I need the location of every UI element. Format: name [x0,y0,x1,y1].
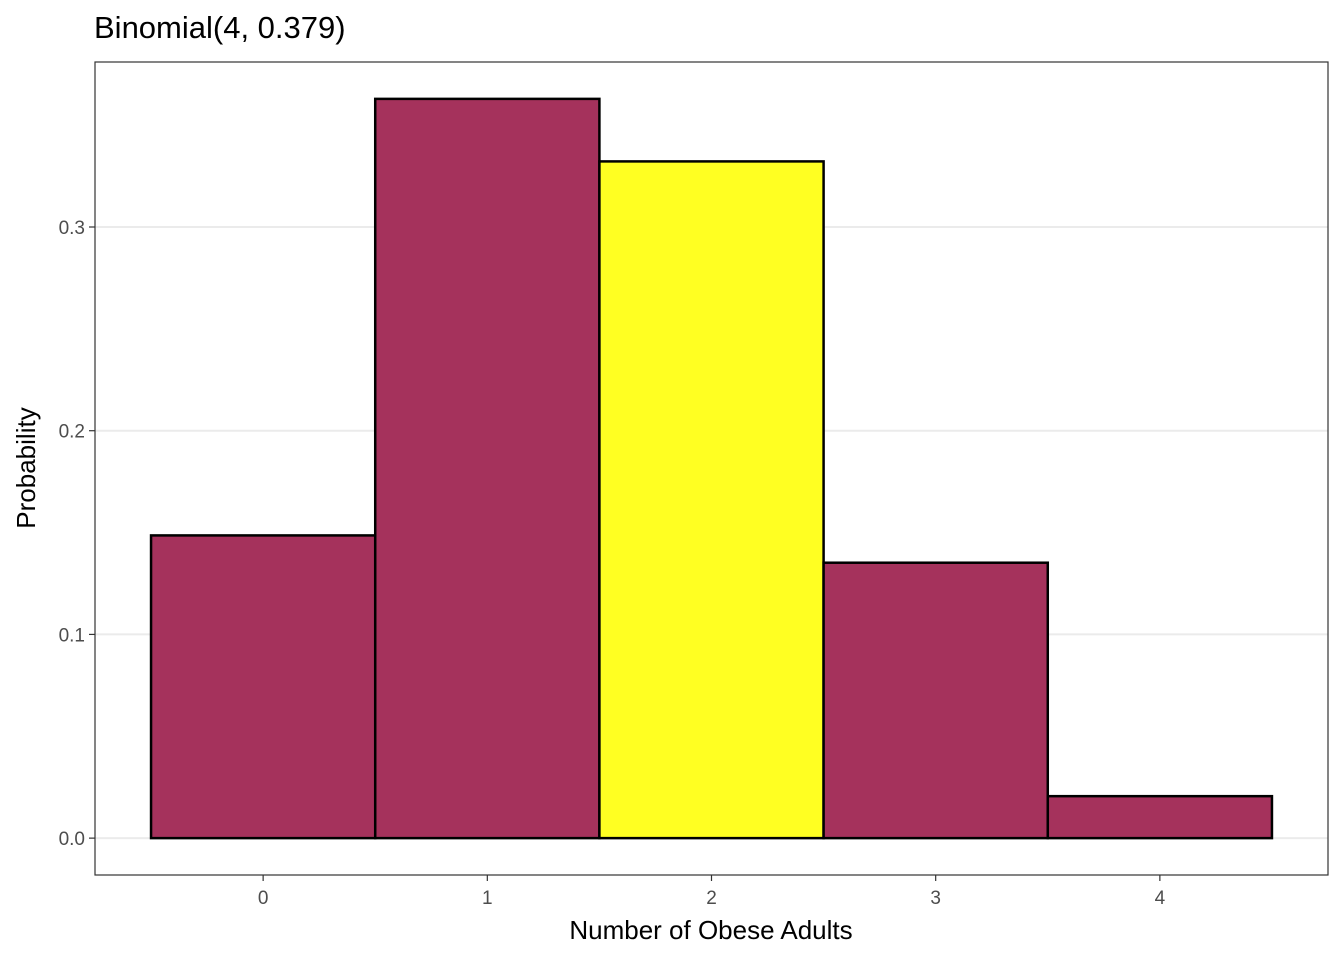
bar-layer [149,97,1274,840]
y-tick-label: 0.1 [59,625,85,646]
y-tick-label: 0.3 [59,218,85,239]
x-tick-label: 0 [258,888,269,909]
y-axis: 0.0 0.1 0.2 0.3 [59,218,95,850]
chart-title: Binomial(4, 0.379) [94,10,346,45]
y-tick-label: 0.0 [59,829,85,850]
x-axis-title: Number of Obese Adults [569,915,852,945]
x-tick-label: 1 [482,888,493,909]
bar-0 [149,534,377,840]
bar-2 [598,160,825,840]
y-tick-label: 0.2 [59,422,85,443]
x-tick-label: 3 [930,888,941,909]
x-axis: 0 1 2 3 4 [258,875,1166,909]
bar-4 [1046,794,1274,840]
y-axis-title: Probability [11,407,41,528]
x-tick-label: 2 [706,888,717,909]
bar-1 [373,97,601,840]
x-tick-label: 4 [1155,888,1166,909]
bar-3 [822,561,1050,840]
